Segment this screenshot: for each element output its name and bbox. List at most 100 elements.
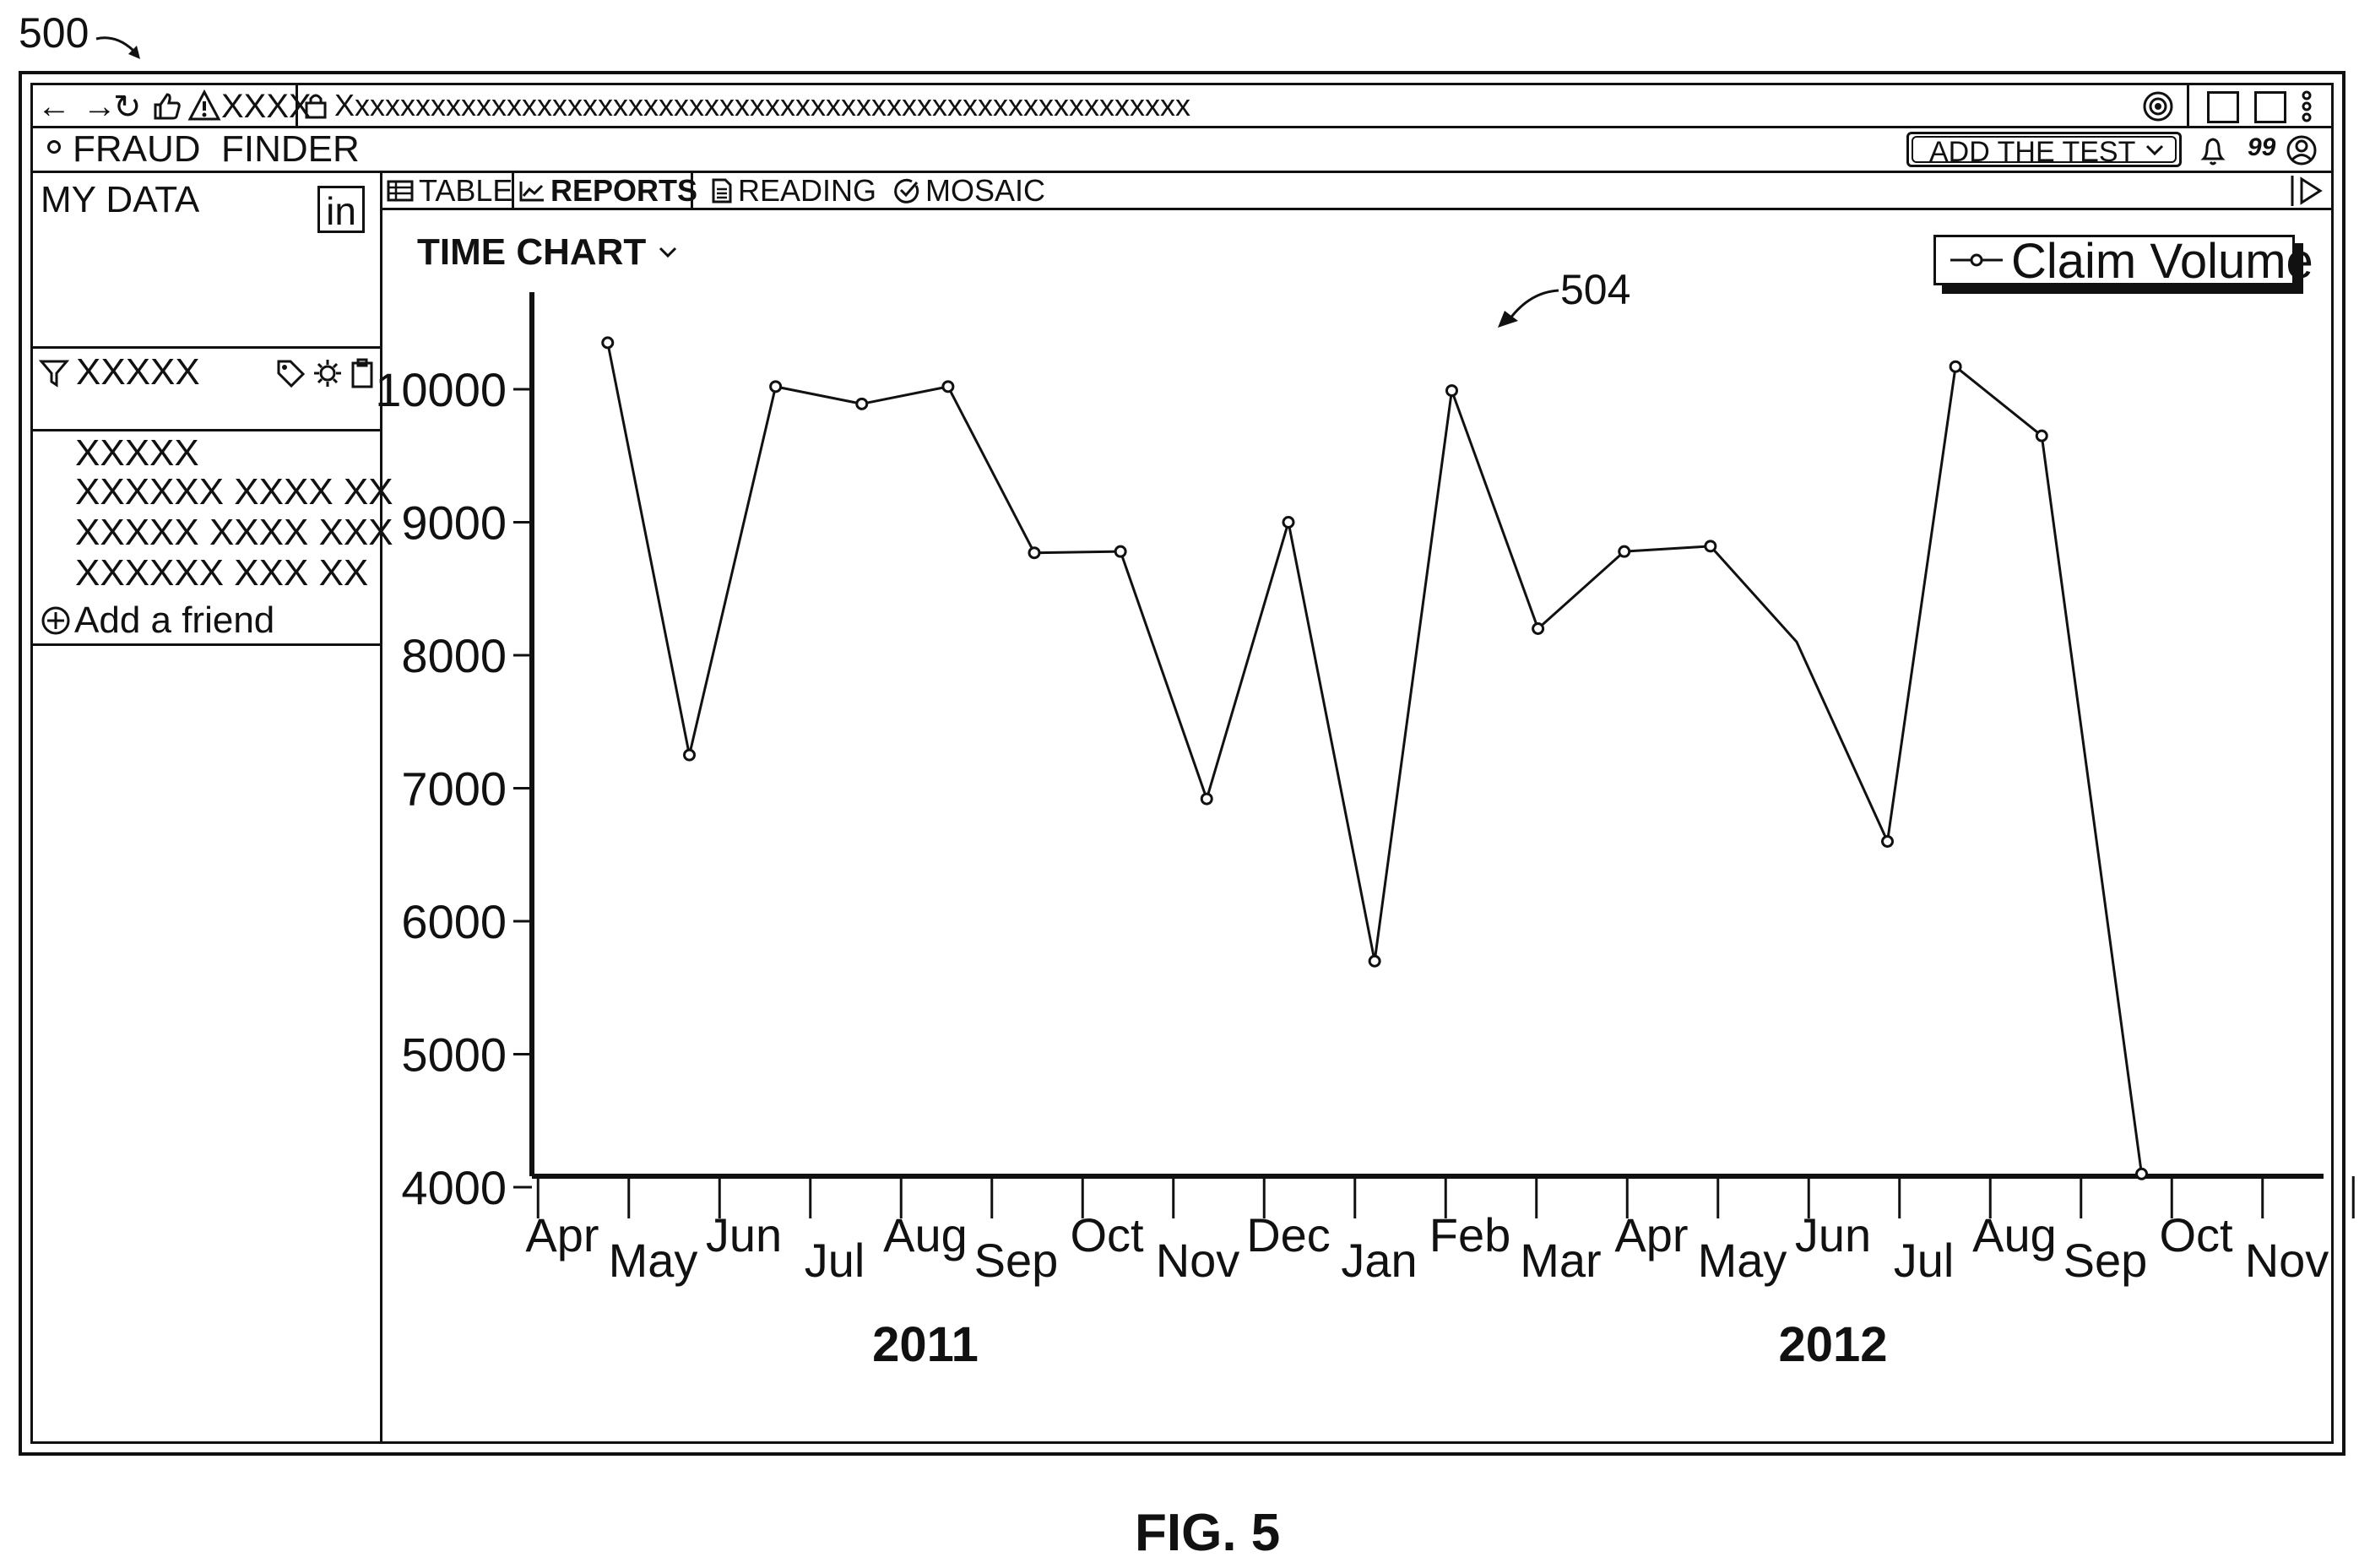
- y-tick-label: 5000: [401, 1028, 507, 1082]
- add-friend-link[interactable]: Add a friend: [41, 600, 274, 642]
- tab-reading[interactable]: READING: [711, 172, 876, 209]
- gear-icon[interactable]: [312, 358, 343, 388]
- back-icon[interactable]: ←: [37, 88, 71, 125]
- sidebar-line-0: XXXXX: [75, 432, 199, 474]
- thumbs-up-icon[interactable]: [152, 91, 182, 122]
- tab-url-divider: [296, 83, 298, 126]
- year-label: 2011: [872, 1317, 979, 1372]
- table-icon: [387, 180, 414, 202]
- tag-icon[interactable]: [275, 358, 306, 388]
- x-tick-label: Oct: [1070, 1208, 1144, 1261]
- x-tick-label: Jan: [1341, 1234, 1417, 1287]
- bell-icon[interactable]: [2199, 133, 2227, 167]
- lock-icon: [305, 94, 327, 119]
- x-tick-label: May: [609, 1234, 698, 1287]
- quote-icon[interactable]: 99: [2248, 133, 2276, 161]
- data-point: [683, 748, 696, 762]
- kebab-menu-icon[interactable]: [2298, 90, 2315, 123]
- account-icon[interactable]: [2285, 133, 2318, 167]
- add-test-button-inner: [1912, 136, 2177, 163]
- toolbar-divider: [30, 126, 2334, 128]
- x-tick-label: Jun: [706, 1208, 782, 1261]
- tab-reports[interactable]: REPORTS: [518, 172, 697, 209]
- app-title: FRAUD FINDER: [73, 128, 360, 170]
- tab-reading-label: READING: [738, 173, 877, 208]
- add-test-label: ADD THE TEST: [1929, 136, 2136, 168]
- x-tick-label: Nov: [2245, 1234, 2329, 1287]
- y-tick-label: 4000: [401, 1161, 507, 1214]
- year-label: 2012: [1778, 1317, 1887, 1372]
- x-tick-label: Jul: [1894, 1234, 1955, 1287]
- chart-title: TIME CHART: [417, 231, 647, 273]
- x-tick-label: Jul: [805, 1234, 865, 1287]
- ref-arrow-500: [95, 36, 140, 59]
- sidebar-line-1: XXXXXX XXXX XX: [75, 471, 393, 513]
- toolbar-right-divider: [2187, 83, 2189, 126]
- line-chart-icon: [519, 182, 544, 202]
- data-point: [1368, 954, 1381, 968]
- app-header-divider: [30, 171, 2334, 173]
- sidebar-line-3: XXXXXX XXX XX: [75, 552, 369, 594]
- add-test-button[interactable]: ADD THE TEST: [1906, 132, 2182, 168]
- sidebar-divider-3: [30, 643, 380, 646]
- x-tick-label: Dec: [1246, 1208, 1331, 1261]
- x-tick-label: Apr: [1614, 1208, 1688, 1261]
- x-tick-label: Oct: [2159, 1208, 2233, 1261]
- data-point: [1200, 792, 1213, 806]
- legend-label: Claim Volume: [2011, 234, 2313, 289]
- record-icon[interactable]: [2141, 90, 2175, 123]
- warning-icon[interactable]: [187, 90, 221, 122]
- tab-separator-2: [691, 172, 693, 209]
- data-point: [769, 380, 783, 393]
- data-point: [1881, 835, 1894, 848]
- x-tick-label: Jun: [1795, 1208, 1871, 1261]
- add-friend-label: Add a friend: [74, 600, 275, 641]
- data-point: [1704, 540, 1717, 553]
- tab-mosaic[interactable]: MOSAIC: [893, 172, 1045, 209]
- clipboard-icon[interactable]: [350, 356, 375, 390]
- x-tick-label: Apr: [525, 1208, 599, 1261]
- tab-mosaic-label: MOSAIC: [925, 173, 1046, 208]
- window-outer-frame: [19, 71, 2345, 1456]
- y-tick-label: 8000: [401, 629, 507, 682]
- y-tick-label: 7000: [401, 762, 507, 816]
- x-tick-label: May: [1698, 1234, 1787, 1287]
- x-tick-label: Mar: [1520, 1234, 1601, 1287]
- filter-icon[interactable]: [39, 358, 69, 388]
- window-inner-frame: [30, 83, 2334, 1444]
- window-square-icon-1[interactable]: [2207, 91, 2239, 123]
- window-square-icon-2[interactable]: [2254, 91, 2286, 123]
- tab-scroll-right-icon[interactable]: [2290, 174, 2327, 208]
- tab-separator-1: [512, 172, 514, 209]
- figure-caption: FIG. 5: [1135, 1504, 1281, 1562]
- figure-ref-504: 504: [1560, 266, 1631, 313]
- x-tick-label: Feb: [1429, 1208, 1511, 1261]
- tab-table-label: TABLE: [419, 173, 513, 208]
- data-point: [1028, 546, 1041, 560]
- ref-arrow-504: [1498, 289, 1559, 328]
- chart-title-dropdown[interactable]: TIME CHART: [417, 231, 678, 274]
- linkedin-icon[interactable]: in: [317, 186, 365, 233]
- x-tick-label: Aug: [883, 1208, 968, 1261]
- url-field[interactable]: Xxxxxxxxxxxxxxxxxxxxxxxxxxxxxxxxxxxxxxxx…: [334, 88, 1191, 122]
- chevron-down-icon: [2145, 144, 2164, 156]
- figure-ref-500: 500: [19, 9, 89, 57]
- forward-icon[interactable]: →: [83, 88, 117, 125]
- tab-table[interactable]: TABLE: [387, 172, 512, 209]
- sidebar-divider-1: [30, 346, 380, 349]
- data-point: [1114, 545, 1127, 558]
- my-data-label: MY DATA: [41, 179, 200, 220]
- x-tick-label: Sep: [2063, 1234, 2148, 1287]
- tab-reports-label: REPORTS: [550, 173, 698, 208]
- data-point: [601, 336, 615, 350]
- y-tick-label: 9000: [401, 496, 507, 550]
- legend-line-marker: [1950, 253, 2003, 267]
- y-tick-label: 10000: [375, 363, 507, 416]
- data-point: [1445, 384, 1458, 398]
- sidebar-line-2: XXXXX XXXX XXX: [75, 512, 393, 553]
- chart-legend: Claim Volume: [1933, 234, 2313, 296]
- reload-icon[interactable]: ↻: [113, 89, 142, 126]
- data-point: [2135, 1167, 2148, 1180]
- add-circle-icon: [41, 606, 70, 635]
